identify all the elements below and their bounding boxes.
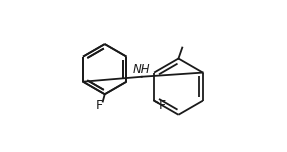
Text: F: F bbox=[159, 99, 166, 112]
Text: F: F bbox=[96, 99, 103, 112]
Text: NH: NH bbox=[133, 63, 150, 76]
